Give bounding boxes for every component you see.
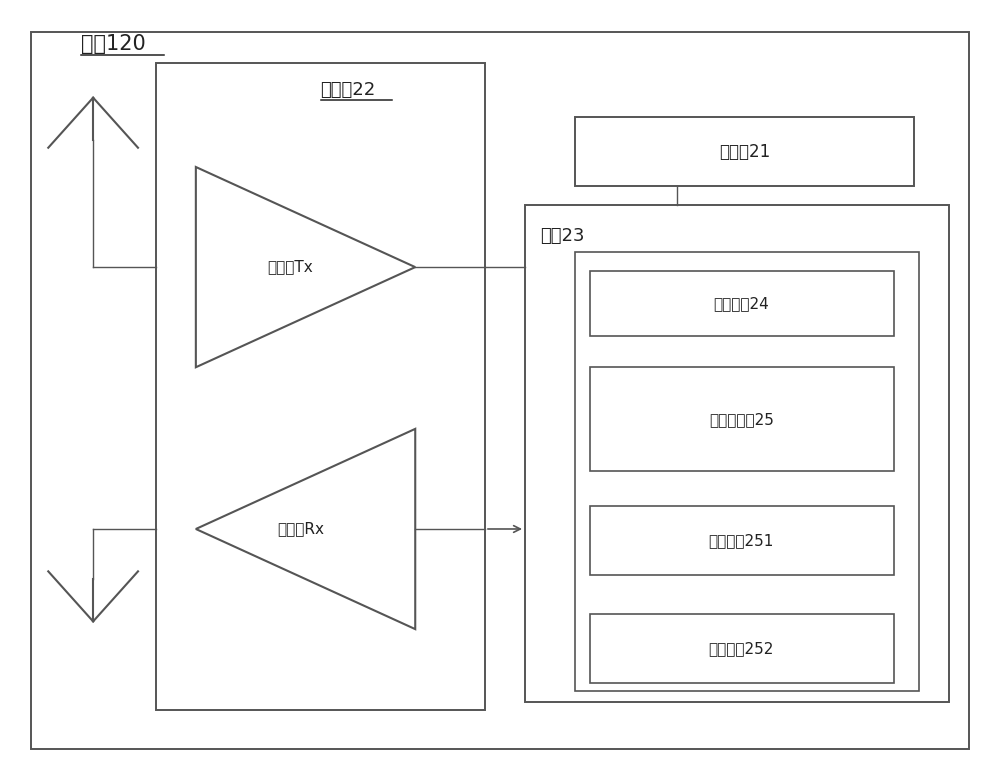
Text: 发射朼Tx: 发射朼Tx (268, 260, 313, 274)
Polygon shape (196, 167, 415, 367)
Text: 存储23: 存储23 (540, 227, 584, 245)
Bar (590, 506, 894, 575)
Bar (156, 63, 485, 710)
Polygon shape (196, 429, 415, 629)
Bar (575, 117, 914, 186)
Bar (525, 206, 949, 703)
Text: 发送模块252: 发送模块252 (709, 641, 774, 656)
Text: 接收模块251: 接收模块251 (709, 533, 774, 548)
Text: 处理器21: 处理器21 (719, 142, 770, 161)
Bar (590, 271, 894, 336)
Text: 终端120: 终端120 (81, 34, 146, 54)
Text: 应用程序模25: 应用程序模25 (709, 412, 774, 427)
Bar (590, 367, 894, 472)
Bar (575, 252, 919, 691)
Text: 收发器22: 收发器22 (320, 81, 376, 99)
Text: 操作系皈24: 操作系皈24 (713, 297, 769, 312)
Bar (590, 614, 894, 683)
Text: 接收朼Rx: 接收朼Rx (277, 522, 324, 536)
